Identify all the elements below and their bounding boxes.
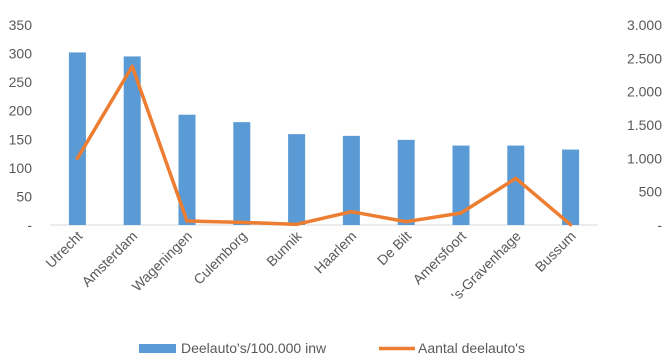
bar: [123, 56, 141, 225]
y-right-tick-label: 2.500: [627, 50, 662, 66]
bar: [342, 135, 360, 225]
x-tick-label: Haarlem: [311, 228, 360, 277]
y-left-tick-label: 300: [9, 46, 33, 62]
y-right-tick-label: 1.500: [627, 117, 662, 133]
y-left-tick-label: -: [27, 217, 32, 233]
y-left-tick-label: 350: [9, 17, 33, 33]
bar: [397, 139, 415, 225]
legend-swatch-bars: [139, 344, 176, 353]
y-right-tick-label: 2.000: [627, 84, 662, 100]
bar: [288, 134, 306, 225]
bar: [507, 145, 525, 225]
line-series: [75, 64, 573, 227]
y-left-axis: - 50 100 150 200 250 300 350: [9, 17, 33, 233]
x-tick-label: Utrecht: [42, 228, 85, 271]
x-tick-label: Bunnik: [263, 227, 305, 269]
y-left-tick-label: 100: [9, 160, 33, 176]
y-left-tick-label: 200: [9, 103, 33, 119]
bar: [178, 114, 196, 225]
x-tick-label: Culemborg: [190, 228, 250, 288]
legend-label-bars: Deelauto's/100.000 inw: [181, 340, 327, 356]
y-left-tick-label: 250: [9, 74, 33, 90]
y-left-tick-label: 50: [16, 188, 32, 204]
y-right-tick-label: -: [657, 217, 662, 233]
y-left-tick-label: 150: [9, 131, 33, 147]
legend: Deelauto's/100.000 inw Aantal deelauto's: [139, 340, 525, 356]
x-tick-label: Amersfoort: [409, 228, 469, 288]
y-right-tick-label: 1.000: [627, 150, 662, 166]
bar: [562, 149, 580, 225]
line-path: [75, 64, 573, 227]
x-tick-label: De Bilt: [374, 228, 415, 269]
y-right-tick-label: 3.000: [627, 17, 662, 33]
bar: [68, 52, 86, 225]
y-right-axis: - 500 1.000 1.500 2.000 2.500 3.000: [627, 17, 662, 233]
y-right-tick-label: 500: [639, 184, 663, 200]
legend-label-line: Aantal deelauto's: [418, 340, 525, 356]
bar: [233, 122, 251, 225]
x-tick-label: Bussum: [532, 228, 579, 275]
bar: [452, 145, 470, 225]
bar-series: [68, 52, 580, 225]
